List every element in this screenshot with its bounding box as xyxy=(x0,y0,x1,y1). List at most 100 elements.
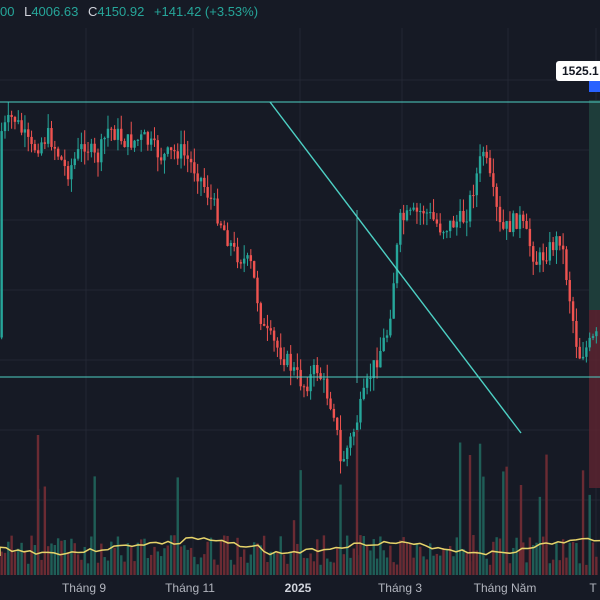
volume-bar xyxy=(139,539,143,575)
candle-body xyxy=(120,128,123,142)
candle-body xyxy=(548,242,552,261)
candle-body xyxy=(259,303,262,324)
candle-body xyxy=(435,219,439,224)
candle-body xyxy=(555,236,558,251)
candle-body xyxy=(339,429,342,462)
candle-body xyxy=(216,198,219,224)
candle-body xyxy=(422,210,425,214)
candle-body xyxy=(229,242,233,246)
candle-body xyxy=(113,129,116,140)
candle-body xyxy=(40,142,43,154)
candle-body xyxy=(272,330,276,341)
volume-bar xyxy=(239,556,243,575)
candle-body xyxy=(362,387,365,399)
volume-bar xyxy=(458,442,462,575)
volume-bar xyxy=(126,543,130,575)
candle-body xyxy=(70,165,73,180)
candle-body xyxy=(292,367,296,371)
candle-body xyxy=(568,280,571,302)
volume-bar xyxy=(385,557,389,575)
volume-bar xyxy=(203,554,206,575)
candle-body xyxy=(20,120,23,133)
volume-bar xyxy=(123,561,126,575)
volume-bar xyxy=(392,562,395,575)
volume-spike xyxy=(355,430,359,575)
volume-bar xyxy=(419,546,422,575)
volume-bar xyxy=(412,557,415,575)
candle-body xyxy=(246,255,249,259)
volume-bar xyxy=(93,476,96,575)
volume-bar xyxy=(591,542,595,575)
candle-body xyxy=(528,228,532,247)
volume-bar xyxy=(359,535,362,575)
volume-bar xyxy=(17,548,20,575)
volume-bar xyxy=(478,443,482,575)
x-tick-label: Tháng Năm xyxy=(473,581,537,595)
candle-body xyxy=(585,347,588,357)
candle-body xyxy=(93,143,96,153)
candle-body xyxy=(342,459,346,462)
volume-bar xyxy=(242,549,246,575)
volume-bar xyxy=(352,548,356,575)
volume-bar xyxy=(336,548,339,575)
candle-body xyxy=(136,139,140,141)
candle-body xyxy=(123,141,126,148)
x-tick-label: Tháng 3 xyxy=(377,581,423,595)
volume-bar xyxy=(130,547,133,575)
volume-bar xyxy=(475,550,478,575)
candle-body xyxy=(209,197,213,199)
candle-body xyxy=(485,151,488,158)
candle-body xyxy=(3,122,7,132)
volume-bar xyxy=(90,536,93,575)
volume-bar xyxy=(213,559,216,575)
candle-body xyxy=(581,356,585,359)
volume-bar xyxy=(282,554,286,575)
candle-body xyxy=(27,129,30,137)
candle-body xyxy=(96,152,100,163)
volume-bar xyxy=(272,552,276,575)
volume-bar xyxy=(568,542,571,575)
x-tick-label: 2025 xyxy=(284,581,312,595)
volume-bar xyxy=(402,537,405,575)
candle-body xyxy=(153,138,156,141)
candle-body xyxy=(296,367,299,370)
volume-bar xyxy=(422,556,425,575)
candle-body xyxy=(385,335,389,338)
volume-bar xyxy=(292,520,296,575)
volume-bar xyxy=(578,563,581,575)
volume-bar xyxy=(223,535,226,575)
candle-body xyxy=(233,242,236,247)
candle-body xyxy=(73,158,76,166)
candle-body xyxy=(359,398,362,423)
volume-spike xyxy=(468,455,472,575)
candle-body xyxy=(429,212,432,214)
volume-bar xyxy=(399,540,402,575)
partial-value: 00 xyxy=(0,4,15,19)
candle-body xyxy=(199,177,203,182)
volume-bar xyxy=(405,542,409,575)
volume-bar xyxy=(216,564,219,575)
candle-body xyxy=(405,210,409,221)
candle-body xyxy=(419,210,422,212)
volume-bar xyxy=(382,550,385,575)
volume-bar xyxy=(20,542,23,575)
trend-line xyxy=(269,101,522,434)
candle-body xyxy=(455,221,459,228)
candle-body xyxy=(525,221,528,229)
candle-body xyxy=(379,351,382,368)
candle-body xyxy=(139,134,143,140)
candle-body xyxy=(133,140,136,148)
volume-bar xyxy=(269,551,272,575)
volume-bar xyxy=(329,561,332,575)
volume-bar xyxy=(495,537,498,575)
volume-bar xyxy=(66,553,70,575)
candle-body xyxy=(17,120,20,122)
volume-bar xyxy=(3,552,7,575)
volume-bar xyxy=(209,537,213,575)
candle-body xyxy=(213,198,216,200)
volume-bar xyxy=(452,556,455,575)
close-value: 4150.92 xyxy=(97,4,145,19)
volume-bar xyxy=(309,553,312,575)
